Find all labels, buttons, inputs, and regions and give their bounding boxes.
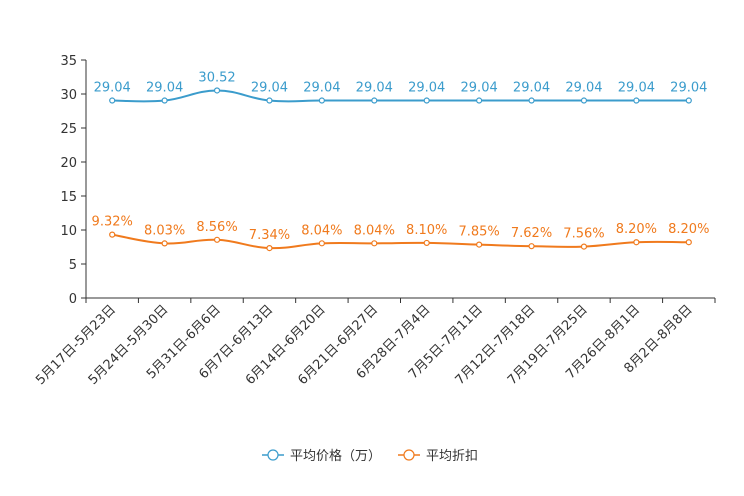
data-label: 29.04 <box>565 81 602 96</box>
data-label: 9.32% <box>92 215 133 230</box>
legend-item-2[interactable]: 平均折扣 <box>398 449 478 464</box>
series-line <box>112 233 689 250</box>
data-point <box>633 239 640 246</box>
y-tick-label: 10 <box>60 224 77 239</box>
data-point <box>476 97 483 104</box>
data-point <box>109 231 116 238</box>
data-point <box>633 97 640 104</box>
data-label: 29.04 <box>670 81 707 96</box>
data-label: 7.85% <box>458 225 499 240</box>
data-point <box>476 241 483 248</box>
data-label: 7.34% <box>249 228 290 243</box>
data-label: 29.04 <box>461 81 498 96</box>
data-point <box>371 240 378 247</box>
data-point <box>423 97 430 104</box>
data-point <box>685 97 692 104</box>
y-tick-label: 5 <box>69 258 77 273</box>
y-tick-label: 15 <box>60 190 77 205</box>
data-label: 8.04% <box>301 223 342 238</box>
legend-label: 平均价格（万） <box>290 448 381 464</box>
data-label: 29.04 <box>618 81 655 96</box>
data-point <box>266 244 273 252</box>
data-point <box>213 236 221 243</box>
series-layer: 29.04 29.04 30.52 29.04 29.04 29.04 29.04 29.04… <box>92 70 709 252</box>
data-label: 8.20% <box>668 222 709 237</box>
legend-item-1[interactable]: 平均价格（万） <box>262 448 381 464</box>
data-label: 29.04 <box>303 81 340 96</box>
axes: 051015202530355月17日-5月23日5月24日-5月30日5月31… <box>33 54 716 388</box>
y-tick-label: 20 <box>60 156 77 171</box>
data-label: 29.04 <box>94 81 131 96</box>
data-point <box>266 97 273 104</box>
data-point <box>685 239 692 246</box>
data-label: 29.04 <box>146 81 183 96</box>
y-tick-label: 25 <box>60 122 77 137</box>
data-label: 30.52 <box>198 70 235 85</box>
data-label: 29.04 <box>513 81 550 96</box>
legend-marker-icon <box>403 449 415 461</box>
data-label: 29.04 <box>408 81 445 96</box>
data-label: 8.20% <box>616 222 657 237</box>
data-point <box>423 239 430 247</box>
legend-marker-icon <box>267 449 279 461</box>
data-point <box>528 97 535 104</box>
y-tick-label: 0 <box>69 292 77 307</box>
series-line <box>112 89 689 103</box>
legend-label: 平均折扣 <box>426 449 478 464</box>
data-label: 8.03% <box>144 223 185 238</box>
data-point <box>371 97 378 104</box>
series-2: 9.32% 8.03% 8.56% 7.34% 8.04% 8.04% 8.10% 7.85%… <box>92 215 709 252</box>
data-point <box>109 97 116 104</box>
data-point <box>161 97 168 104</box>
series-1: 29.04 29.04 30.52 29.04 29.04 29.04 29.04 29.04… <box>94 70 707 104</box>
y-tick-label: 30 <box>60 88 77 103</box>
data-label: 29.04 <box>356 81 393 96</box>
y-tick-label: 35 <box>60 54 77 69</box>
data-point <box>213 87 221 94</box>
data-label: 7.62% <box>511 226 552 241</box>
data-label: 7.56% <box>563 227 604 242</box>
data-label: 8.56% <box>196 220 237 235</box>
data-point <box>318 240 325 247</box>
data-label: 8.10% <box>406 223 447 238</box>
data-label: 29.04 <box>251 81 288 96</box>
data-point <box>161 240 168 247</box>
legend[interactable]: 平均价格（万） 平均折扣 <box>262 448 478 464</box>
data-point <box>580 243 588 250</box>
data-point <box>580 97 588 104</box>
data-label: 8.04% <box>354 223 395 238</box>
data-point <box>528 243 535 250</box>
data-point <box>318 97 325 104</box>
